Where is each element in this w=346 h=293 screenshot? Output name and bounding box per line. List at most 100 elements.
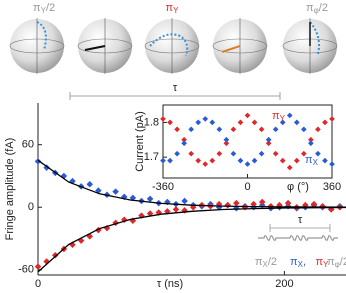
- sphere: [144, 18, 200, 74]
- subscript: X: [313, 158, 319, 167]
- data-point: [181, 197, 188, 205]
- suffix: /2: [319, 2, 328, 14]
- data-point: [293, 157, 300, 164]
- symbol: π: [290, 256, 298, 268]
- subscript: Y: [173, 6, 179, 15]
- y-tick-label: 1.7: [144, 151, 159, 163]
- x-tick-label: 0: [244, 181, 250, 193]
- data-point: [146, 210, 154, 217]
- data-point: [329, 161, 335, 167]
- data-point: [310, 200, 318, 208]
- bloch-spheres: τ: [9, 18, 338, 100]
- data-point: [265, 140, 272, 147]
- y-tick-label: 1.8: [144, 116, 159, 128]
- pulse-label: πφ/2: [327, 256, 346, 269]
- x-tick-label: -360: [152, 181, 174, 193]
- subscript: Y: [41, 6, 47, 15]
- suffix: /2: [46, 2, 55, 14]
- pulse-sequence: τ: [258, 214, 338, 241]
- pulse-label: πY/2: [33, 2, 55, 15]
- data-point: [322, 157, 328, 164]
- data-point: [181, 140, 187, 147]
- data-point: [250, 200, 257, 208]
- data-point: [272, 150, 279, 157]
- data-point: [233, 199, 240, 207]
- data-point: [51, 251, 59, 259]
- data-point: [209, 157, 216, 164]
- data-point: [308, 140, 314, 147]
- data-point: [188, 150, 194, 157]
- data-point: [146, 195, 154, 203]
- data-point: [195, 157, 202, 164]
- data-point: [202, 161, 209, 167]
- data-point: [319, 202, 326, 210]
- data-point: [265, 136, 272, 143]
- data-point: [308, 136, 314, 143]
- data-point: [286, 112, 293, 119]
- x-axis-label: τ (ns): [157, 278, 183, 290]
- subscript: Y: [280, 114, 286, 123]
- suffix: ,: [303, 256, 306, 268]
- data-point: [284, 199, 292, 207]
- pulse-label: πφ/2: [306, 2, 328, 15]
- data-point: [86, 181, 93, 188]
- sequence-delay: τ: [298, 214, 303, 226]
- data-point: [160, 157, 166, 164]
- y-tick-label: 0: [28, 201, 34, 213]
- subscript: φ: [335, 260, 340, 269]
- symbol: π: [166, 2, 174, 14]
- data-point: [172, 206, 180, 213]
- subscript: φ: [314, 6, 319, 15]
- data-point: [160, 116, 166, 122]
- symbol: π: [327, 256, 335, 268]
- data-point: [258, 150, 265, 157]
- data-point: [251, 157, 258, 164]
- data-point: [224, 201, 231, 209]
- data-point: [112, 188, 119, 195]
- subscript: Y: [323, 260, 329, 269]
- data-point: [286, 164, 293, 171]
- data-point: [202, 116, 209, 122]
- x-tick-label: 0: [35, 278, 41, 290]
- data-point: [167, 157, 173, 164]
- data-point: [167, 119, 173, 126]
- data-point: [174, 150, 180, 157]
- data-point: [237, 157, 244, 164]
- data-point: [279, 119, 286, 126]
- fit-line: [37, 159, 346, 208]
- symbol: π: [33, 2, 41, 14]
- x-tick-label: 200: [275, 278, 293, 290]
- data-point: [293, 119, 300, 126]
- data-point: [223, 136, 230, 143]
- data-point: [279, 157, 286, 164]
- suffix: /2: [268, 256, 277, 268]
- data-point: [209, 119, 216, 126]
- pulse-label: πX/2: [255, 256, 277, 269]
- pulse-label: πX,: [290, 256, 306, 269]
- y-tick-label: -60: [18, 264, 34, 276]
- symbol: π: [316, 256, 324, 268]
- symbol: π: [272, 110, 280, 122]
- sphere: [77, 18, 133, 74]
- pulse-label: πY: [272, 110, 286, 123]
- symbol: π: [305, 154, 313, 166]
- data-point: [34, 158, 42, 165]
- data-point: [34, 263, 42, 270]
- pulse-label: πX: [305, 154, 319, 167]
- data-point: [322, 119, 328, 126]
- fit-line: [37, 206, 346, 273]
- data-point: [258, 198, 266, 206]
- y-axis-label: Fringe amplitude (fA): [4, 138, 16, 241]
- data-point: [181, 136, 187, 143]
- data-point: [230, 150, 237, 157]
- data-point: [251, 119, 258, 126]
- sphere: [212, 18, 268, 74]
- x-tick-label: 360: [323, 181, 341, 193]
- y-axis-label: Current (pA): [134, 111, 146, 172]
- subscript: X: [263, 260, 269, 269]
- data-point: [244, 161, 251, 167]
- data-point: [216, 150, 223, 157]
- x-axis-label: φ (°): [287, 181, 309, 193]
- data-point: [195, 119, 202, 126]
